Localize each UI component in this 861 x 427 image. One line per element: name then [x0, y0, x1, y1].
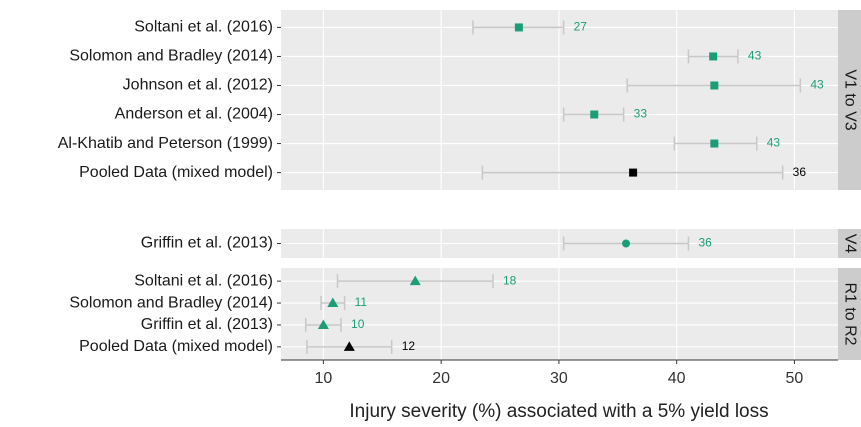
- x-tick-label: 10: [314, 370, 332, 387]
- strip-label: V4: [841, 234, 858, 254]
- y-tick-label: Al-Khatib and Peterson (1999): [58, 135, 273, 152]
- value-label: 43: [767, 136, 781, 150]
- point: [710, 139, 719, 148]
- point: [709, 52, 718, 61]
- point: [629, 168, 638, 177]
- strip-label: V1 to V3: [841, 69, 858, 130]
- value-label: 27: [574, 20, 588, 34]
- point: [409, 275, 421, 286]
- point: [343, 341, 355, 351]
- value-label: 36: [698, 236, 712, 250]
- x-tick-label: 30: [550, 370, 568, 387]
- point: [317, 319, 329, 329]
- x-tick-label: 40: [668, 370, 686, 387]
- value-label: 18: [503, 273, 517, 287]
- y-tick-label: Johnson et al. (2012): [123, 77, 273, 94]
- point: [590, 110, 599, 119]
- strip: [838, 268, 861, 360]
- value-label: 36: [793, 165, 807, 179]
- panel-background: [281, 268, 838, 360]
- y-tick-label: Soltani et al. (2016): [134, 272, 273, 289]
- y-tick-label: Griffin et al. (2013): [141, 316, 273, 333]
- value-label: 33: [634, 107, 648, 121]
- strip: [838, 10, 861, 190]
- x-tick-label: 50: [786, 370, 804, 387]
- point: [622, 239, 631, 248]
- x-axis-title: Injury severity (%) associated with a 5%…: [349, 401, 768, 422]
- panel-background: [281, 10, 838, 190]
- y-tick-label: Soltani et al. (2016): [134, 19, 273, 36]
- value-label: 12: [402, 339, 416, 353]
- value-label: 10: [351, 317, 365, 331]
- y-tick-label: Anderson et al. (2004): [115, 106, 273, 123]
- value-label: 43: [748, 49, 762, 63]
- value-label: 11: [355, 295, 368, 309]
- value-label: 43: [810, 78, 824, 92]
- strip-label: R1 to R2: [841, 282, 858, 345]
- y-tick-label: Pooled Data (mixed model): [79, 338, 273, 355]
- y-tick-label: Griffin et al. (2013): [141, 235, 273, 252]
- y-tick-label: Solomon and Bradley (2014): [69, 48, 273, 65]
- point: [514, 23, 523, 32]
- y-tick-label: Pooled Data (mixed model): [79, 164, 273, 181]
- y-tick-label: Solomon and Bradley (2014): [69, 294, 273, 311]
- point: [327, 297, 339, 308]
- x-tick-label: 20: [432, 370, 450, 387]
- point: [710, 81, 719, 90]
- strip: [838, 229, 861, 258]
